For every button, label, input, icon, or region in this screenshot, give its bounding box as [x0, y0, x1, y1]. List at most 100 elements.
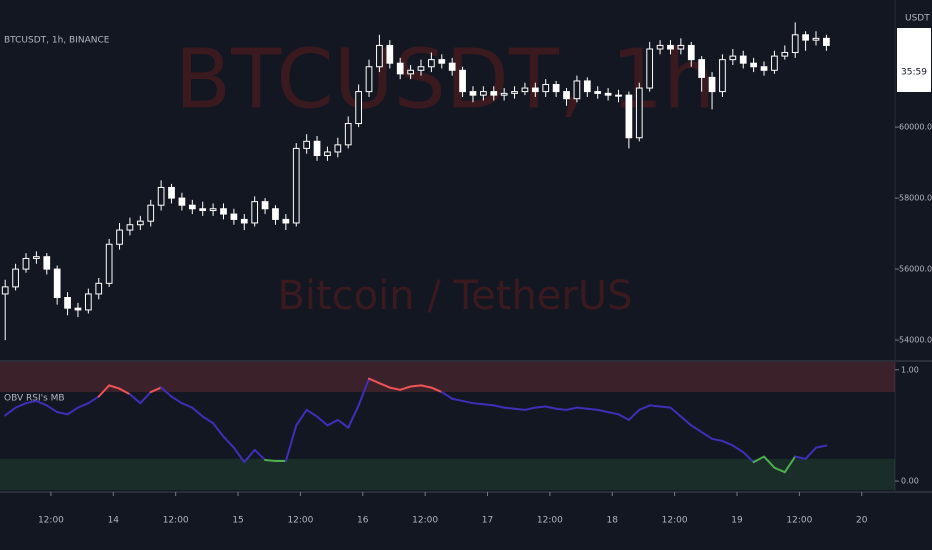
- indicator-segment: [659, 405, 672, 409]
- indicator-segment: [45, 404, 59, 414]
- candle-body: [261, 201, 269, 210]
- x-tick-label: 12:00: [163, 516, 189, 526]
- indicator-segment: [534, 405, 547, 409]
- candle-body: [448, 62, 456, 71]
- candle-body: [396, 62, 404, 75]
- y-tick-label: 58000.00: [899, 194, 932, 203]
- x-tick-label: 12:00: [38, 516, 64, 526]
- indicator-segment: [295, 408, 308, 427]
- x-tick-label: 19: [731, 516, 743, 526]
- candle-body: [407, 69, 414, 75]
- indicator-segment: [108, 384, 121, 390]
- candle-body: [771, 55, 778, 71]
- candle-body: [791, 34, 799, 54]
- x-tick-label: 12:00: [412, 516, 438, 526]
- candle-body: [344, 123, 352, 146]
- indicator-segment: [14, 402, 27, 409]
- indicator-segment: [555, 407, 568, 411]
- candle-body: [677, 44, 685, 50]
- candle-body: [324, 151, 331, 157]
- indicator-segment: [305, 408, 319, 418]
- indicator-segment: [763, 455, 776, 469]
- indicator-segment: [419, 384, 433, 389]
- candle-body: [178, 197, 186, 206]
- candle-body: [812, 37, 820, 41]
- candle-body: [802, 34, 809, 41]
- indicator-segment: [87, 395, 100, 405]
- candle-body: [646, 48, 654, 89]
- indicator-segment: [326, 418, 339, 427]
- currency-label: USDT: [905, 14, 930, 24]
- indicator-segment: [669, 406, 682, 418]
- indicator-segment: [409, 384, 422, 388]
- indicator-segment: [357, 377, 371, 407]
- indicator-segment: [544, 405, 558, 410]
- indicator-segment: [388, 386, 402, 391]
- indicator-segment: [804, 446, 817, 460]
- x-tick-label: 12:00: [537, 516, 563, 526]
- indicator-segment: [565, 406, 578, 411]
- x-tick-label: 17: [482, 516, 493, 526]
- indicator-segment: [461, 399, 474, 405]
- x-tick-label: 12:00: [662, 516, 688, 526]
- candle-body: [563, 91, 570, 100]
- candle-body: [531, 87, 539, 93]
- watermark-subtitle: Bitcoin / TetherUS: [277, 273, 632, 319]
- indicator-segment: [471, 402, 485, 406]
- symbol-label: BTCUSDT, 1h, BINANCE: [4, 36, 110, 46]
- y-tick-label: 56000.00: [899, 265, 932, 274]
- indicator-segment: [607, 411, 620, 416]
- candle-body: [43, 256, 51, 270]
- indicator-segment: [212, 422, 225, 438]
- candle-body: [147, 204, 155, 222]
- candle-body: [53, 268, 61, 299]
- watermark: BTCUSDT, 1h: [175, 32, 715, 127]
- indicator-label: OBV RSI's MB: [4, 394, 65, 404]
- candle-body: [573, 80, 581, 100]
- indicator-segment: [482, 403, 495, 407]
- candle-body: [750, 62, 757, 68]
- candle-body: [376, 44, 383, 68]
- x-tick-label: 12:00: [786, 516, 812, 526]
- indicator-segment: [170, 395, 183, 405]
- indicator-segment: [378, 382, 391, 389]
- y-tick-label: 1.00: [901, 365, 919, 374]
- candle-body: [708, 76, 716, 93]
- indicator-segment: [399, 385, 412, 391]
- candle-body: [459, 69, 466, 93]
- candle-body: [313, 140, 321, 157]
- indicator-segment: [492, 404, 506, 409]
- candle-body: [282, 218, 290, 224]
- indicator-segment: [440, 391, 454, 400]
- candle-body: [428, 59, 435, 68]
- candle-body: [303, 140, 311, 149]
- candle-body: [199, 208, 207, 212]
- candle-body: [469, 91, 477, 96]
- candle-body: [64, 297, 71, 309]
- indicator-segment: [264, 458, 277, 463]
- indicator-segment: [347, 404, 360, 429]
- indicator-segment: [575, 406, 589, 410]
- candle-body: [292, 147, 300, 224]
- x-tick-label: 18: [607, 516, 619, 526]
- indicator-segment: [368, 377, 381, 385]
- overbought-band: [0, 362, 895, 393]
- indicator-segment: [711, 437, 724, 443]
- candle-body: [95, 282, 103, 295]
- candle-body: [542, 83, 550, 93]
- indicator-segment: [253, 448, 267, 461]
- indicator-segment: [513, 407, 526, 411]
- candle-body: [552, 83, 560, 93]
- candle-body: [116, 229, 123, 245]
- indicator-segment: [149, 386, 163, 394]
- x-tick-label: 16: [357, 516, 369, 526]
- indicator-segment: [56, 411, 69, 416]
- indicator-segment: [284, 424, 298, 463]
- indicator-segment: [35, 399, 48, 407]
- indicator-segment: [773, 466, 786, 474]
- indicator-segment: [596, 408, 610, 414]
- indicator-segment: [638, 404, 651, 411]
- candle-body: [386, 44, 394, 64]
